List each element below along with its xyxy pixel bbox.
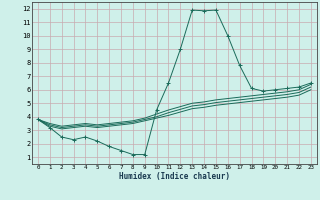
X-axis label: Humidex (Indice chaleur): Humidex (Indice chaleur) — [119, 172, 230, 181]
